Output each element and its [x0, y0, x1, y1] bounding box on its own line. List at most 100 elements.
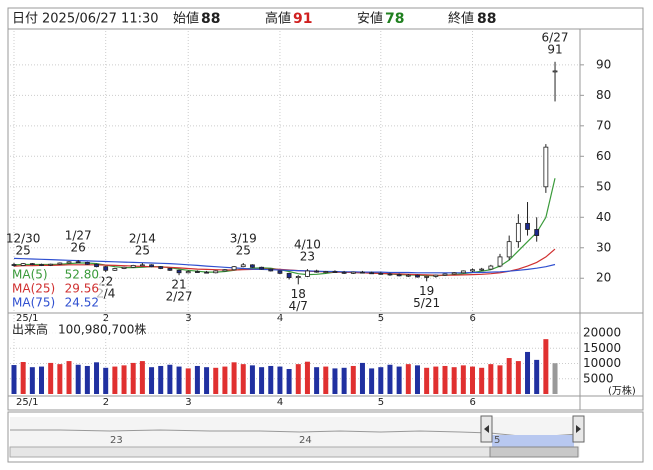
candle-body	[286, 272, 292, 279]
annotation-date: 5/21	[413, 296, 440, 310]
annotation-date: 2/27	[166, 290, 193, 304]
candle-body	[488, 265, 494, 270]
y-tick-label: 20	[596, 271, 611, 285]
volume-bar	[433, 366, 439, 394]
volume-bar	[57, 364, 63, 394]
legend-bg	[10, 296, 102, 310]
volume-bar	[332, 368, 338, 394]
volume-bar	[185, 368, 191, 394]
volume-bar	[424, 367, 430, 394]
volume-bar	[176, 366, 182, 394]
volume-bar	[121, 365, 127, 394]
candle-body	[323, 271, 329, 273]
candle-body	[552, 70, 558, 73]
candle-body	[103, 266, 109, 271]
y-tick-label: 60	[596, 149, 611, 163]
candle-body	[185, 271, 191, 274]
volume-bar	[149, 367, 155, 394]
annotation-date: 4/10	[294, 238, 321, 252]
candle-body	[515, 222, 521, 243]
x-tick-label: 4	[277, 397, 283, 408]
volume-bar	[515, 361, 521, 394]
annotation-value: 21	[171, 278, 186, 292]
candle-body	[48, 263, 54, 266]
annotation-value: 25	[135, 244, 150, 258]
volume-bar	[249, 365, 255, 394]
annotation-date: 6/27	[542, 30, 569, 44]
candle-body	[121, 266, 127, 269]
navigator-label: 23	[110, 435, 123, 446]
volume-bar	[304, 361, 310, 394]
volume-bar	[460, 365, 466, 394]
handle-arrow	[576, 425, 581, 433]
candle-body	[479, 268, 485, 271]
candle-body	[470, 269, 475, 272]
candle-body	[424, 276, 430, 278]
volume-title-bg	[10, 322, 145, 337]
navigator: 23 24 5	[7, 411, 644, 463]
candle-body	[350, 271, 356, 274]
navigator-selection[interactable]	[492, 435, 574, 447]
volume-bar	[359, 362, 365, 394]
legend-value: 52.80	[65, 268, 99, 282]
volume-latest: 100,980,700株	[58, 322, 146, 337]
x-tick-label: 3	[185, 397, 191, 408]
candle-body	[11, 264, 17, 266]
volume-bar	[204, 367, 210, 394]
candle-body	[158, 266, 164, 269]
volume-bar	[231, 362, 237, 394]
candle-body	[451, 272, 457, 275]
volume-bar	[497, 365, 503, 394]
candle-body	[268, 268, 274, 272]
volume-bar	[48, 362, 54, 394]
candle-body	[20, 263, 26, 266]
legend-name: MA(75)	[12, 296, 55, 310]
candle-body	[231, 266, 237, 271]
candle-body	[240, 264, 246, 268]
x-tick-label: 5	[378, 397, 384, 408]
candle-body	[525, 222, 530, 230]
y-tick-label: 50	[596, 179, 611, 193]
annotation-value: 23	[300, 250, 315, 264]
volume-bar	[396, 366, 402, 394]
y-tick-label: 80	[596, 88, 611, 102]
chart-frame	[7, 28, 644, 411]
volume-bar	[451, 367, 457, 394]
annotation-date: 3/19	[230, 232, 257, 246]
candle-body	[396, 274, 402, 277]
candle-body	[204, 271, 209, 274]
y-tick-label: 10000	[583, 356, 621, 370]
annotation-value: 25	[236, 244, 251, 258]
candle-body	[277, 270, 283, 274]
candle-body	[460, 270, 466, 274]
volume-bar	[323, 366, 329, 394]
candle-body	[75, 261, 81, 264]
candle-body	[139, 264, 145, 267]
volume-bar	[66, 361, 72, 394]
volume-bar	[130, 362, 136, 394]
candle-body	[94, 263, 99, 268]
candle-body	[39, 264, 44, 266]
date-label: 日付	[12, 12, 38, 27]
candle-body	[176, 269, 182, 274]
volume-bar	[75, 364, 81, 394]
scrollbar-thumb[interactable]	[489, 446, 579, 458]
volume-bar	[94, 362, 100, 394]
x-tick-label: 6	[470, 397, 476, 408]
legend-value: 24.52	[65, 296, 99, 310]
volume-bar	[259, 367, 265, 394]
legend-bg	[10, 268, 102, 282]
x-tick-label: 25/1	[16, 397, 38, 408]
candle-body	[149, 264, 154, 268]
candle-body	[222, 269, 228, 272]
volume-bar	[222, 366, 228, 394]
volume-bar	[414, 365, 420, 394]
candle-body	[66, 261, 72, 264]
volume-bar	[369, 368, 375, 394]
y-tick-label: 90	[596, 57, 611, 71]
volume-bar	[479, 367, 485, 394]
candle-body	[250, 264, 255, 268]
navigator-label: 24	[299, 435, 312, 446]
volume-bar	[277, 366, 283, 394]
